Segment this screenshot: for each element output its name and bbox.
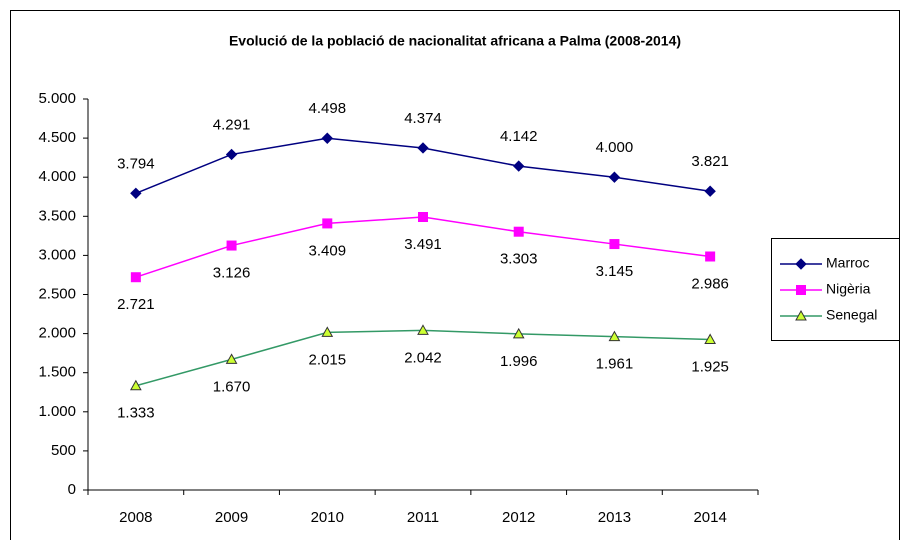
x-tick-label: 2010 (311, 509, 344, 526)
x-tick-label: 2014 (693, 509, 726, 526)
legend-marker (795, 258, 807, 270)
x-tick-label: 2008 (119, 509, 152, 526)
y-tick-label: 5.000 (38, 90, 76, 107)
data-label: 3.491 (404, 236, 442, 253)
data-point (130, 379, 142, 391)
legend-marker (795, 309, 807, 321)
data-point (608, 330, 621, 342)
y-tick-label: 2.000 (38, 325, 76, 342)
data-point (513, 226, 524, 237)
data-point (226, 240, 237, 251)
data-point (225, 353, 238, 364)
data-label: 2.721 (117, 296, 155, 313)
data-point (704, 185, 716, 197)
y-tick-label: 0 (68, 481, 76, 498)
y-tick-label: 4.000 (38, 168, 76, 185)
data-point (704, 333, 716, 344)
data-label: 1.996 (500, 353, 538, 370)
y-tick-label: 2.500 (38, 285, 76, 302)
data-point (321, 326, 334, 337)
chart-frame (10, 10, 900, 540)
data-label: 4.000 (596, 139, 634, 156)
data-point (225, 148, 238, 161)
data-point (608, 171, 621, 183)
legend-label: Marroc (826, 255, 870, 271)
data-label: 4.291 (213, 116, 251, 133)
data-point (130, 272, 141, 283)
x-tick-label: 2012 (502, 509, 535, 526)
legend-label: Nigèria (826, 281, 871, 297)
x-tick-label: 2013 (598, 509, 631, 526)
data-point (130, 187, 142, 200)
y-tick-label: 1.000 (38, 403, 76, 420)
data-label: 1.961 (596, 356, 634, 373)
data-label: 3.409 (309, 242, 347, 259)
x-tick-label: 2009 (215, 509, 248, 526)
y-tick-label: 1.500 (38, 364, 76, 381)
data-label: 4.498 (309, 100, 347, 117)
data-point (417, 324, 429, 335)
legend-label: Senegal (826, 307, 877, 323)
data-label: 2.015 (309, 351, 347, 368)
data-label: 4.142 (500, 128, 538, 145)
data-label: 3.794 (117, 155, 155, 172)
data-label: 4.374 (404, 110, 442, 127)
data-point (322, 218, 333, 229)
data-point (417, 142, 429, 154)
data-label: 3.145 (596, 263, 634, 280)
data-label: 1.333 (117, 405, 155, 422)
data-point (513, 160, 525, 172)
y-tick-label: 3.000 (38, 246, 76, 263)
chart-title: Evolució de la població de nacionalitat … (229, 33, 681, 49)
data-label: 3.821 (691, 153, 729, 170)
data-label: 1.925 (691, 358, 729, 375)
data-point (418, 212, 428, 223)
data-label: 1.670 (213, 378, 251, 395)
data-label: 2.042 (404, 349, 442, 366)
x-tick-label: 2011 (407, 509, 439, 526)
data-point (705, 251, 716, 262)
data-label: 2.986 (691, 275, 729, 292)
data-label: 3.126 (213, 265, 251, 282)
y-tick-label: 3.500 (38, 207, 76, 224)
data-point (609, 239, 620, 250)
data-label: 3.303 (500, 251, 538, 268)
legend-marker (796, 285, 806, 295)
y-tick-label: 500 (51, 442, 76, 459)
y-tick-label: 4.500 (38, 129, 76, 146)
data-point (512, 327, 525, 339)
data-point (321, 132, 333, 144)
